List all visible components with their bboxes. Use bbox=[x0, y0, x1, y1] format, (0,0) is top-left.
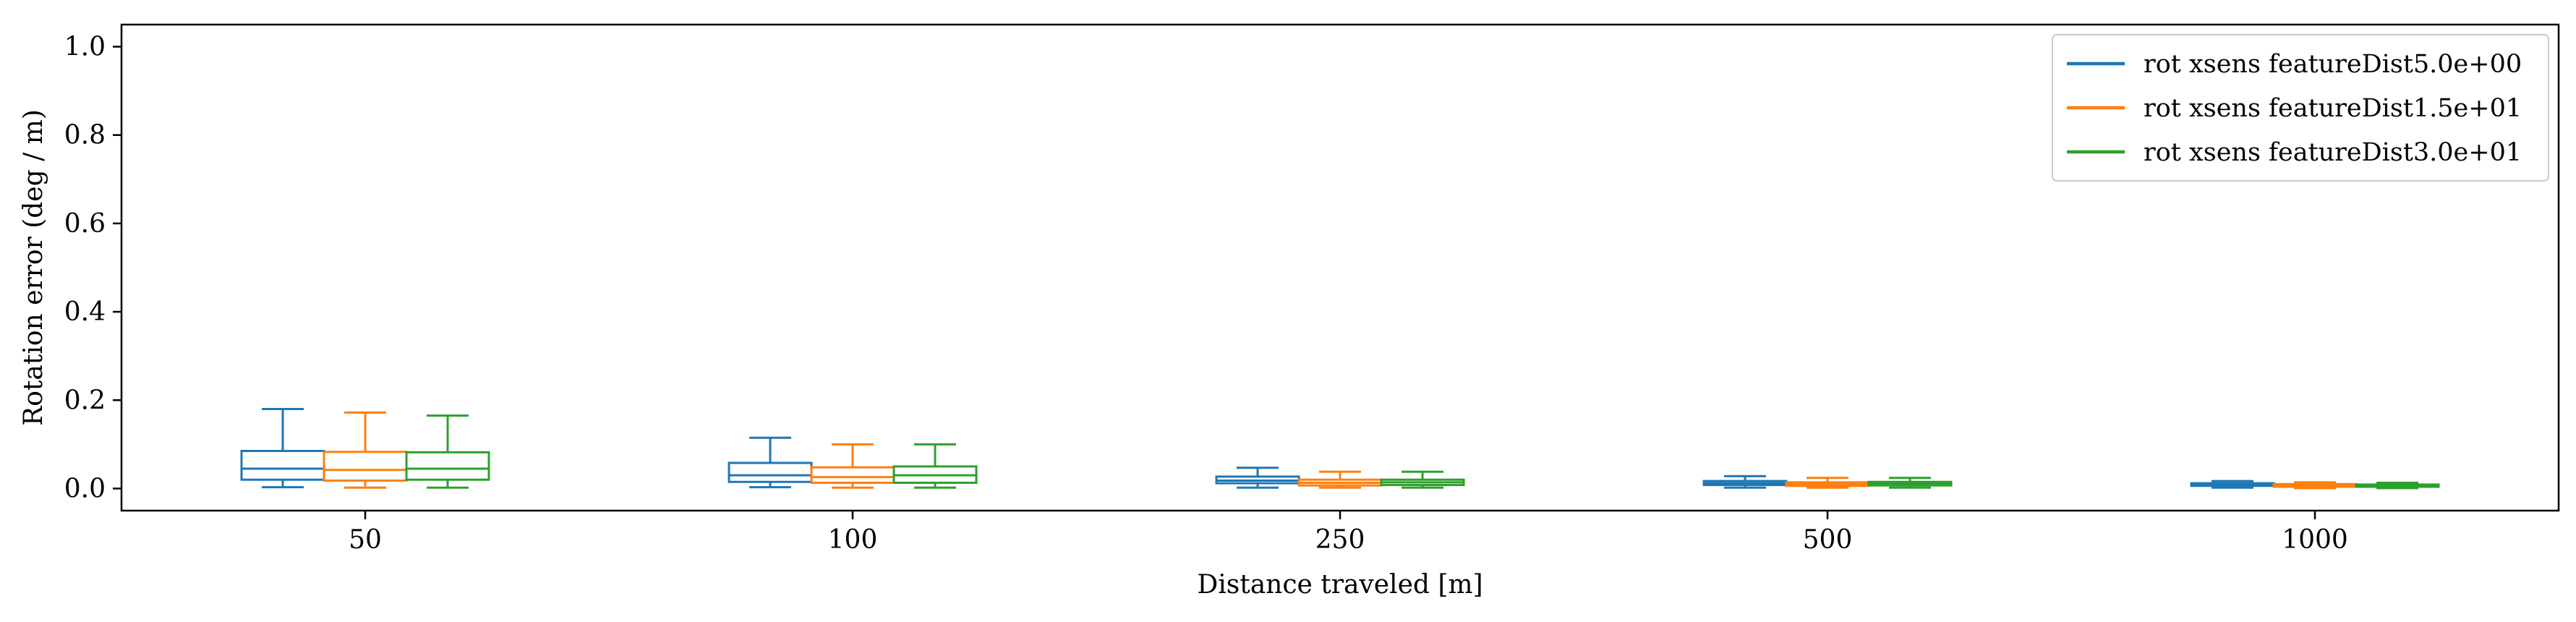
y-tick-label: 0.4 bbox=[64, 297, 106, 327]
x-tick-label: 1000 bbox=[2282, 525, 2348, 555]
legend-item-3: rot xsens featureDist3.0e+01 bbox=[2067, 138, 2522, 167]
legend-item-1: rot xsens featureDist5.0e+00 bbox=[2067, 50, 2522, 79]
box-500-series-3 bbox=[1867, 477, 1953, 489]
x-tick-label: 50 bbox=[349, 525, 382, 555]
x-tick-label: 100 bbox=[828, 525, 878, 555]
x-tick-label: 500 bbox=[1803, 525, 1853, 555]
x-axis-label: Distance traveled [m] bbox=[1197, 570, 1483, 600]
y-tick-label: 0.8 bbox=[64, 121, 106, 150]
boxes-layer bbox=[240, 407, 2440, 490]
y-tick-label: 0.2 bbox=[64, 385, 106, 415]
box-100-series-3 bbox=[892, 443, 978, 489]
y-tick-label: 1.0 bbox=[64, 33, 106, 62]
box-250-series-3 bbox=[1380, 470, 1465, 489]
y-axis: 0.0 0.2 0.4 0.6 0.8 1.0 bbox=[64, 33, 121, 503]
legend-item-2: rot xsens featureDist1.5e+01 bbox=[2067, 94, 2522, 123]
legend-label: rot xsens featureDist1.5e+01 bbox=[2144, 94, 2522, 123]
y-axis-label: Rotation error (deg / m) bbox=[19, 109, 48, 426]
y-tick-label: 0.6 bbox=[64, 209, 106, 239]
legend-frame bbox=[2052, 34, 2549, 182]
box-1000-series-3 bbox=[2355, 482, 2440, 490]
x-axis: 50 100 250 500 1000 bbox=[349, 511, 2348, 555]
x-tick-label: 250 bbox=[1315, 525, 1365, 555]
legend-label: rot xsens featureDist3.0e+01 bbox=[2144, 138, 2522, 167]
box-50-series-1 bbox=[240, 407, 325, 489]
legend: rot xsens featureDist5.0e+00 rot xsens fe… bbox=[2052, 34, 2549, 182]
legend-label: rot xsens featureDist5.0e+00 bbox=[2144, 50, 2522, 79]
box-iqr bbox=[405, 451, 490, 481]
box-50-series-3 bbox=[405, 414, 490, 489]
box-1000-series-2 bbox=[2272, 481, 2358, 490]
y-tick-label: 0.0 bbox=[64, 474, 106, 503]
